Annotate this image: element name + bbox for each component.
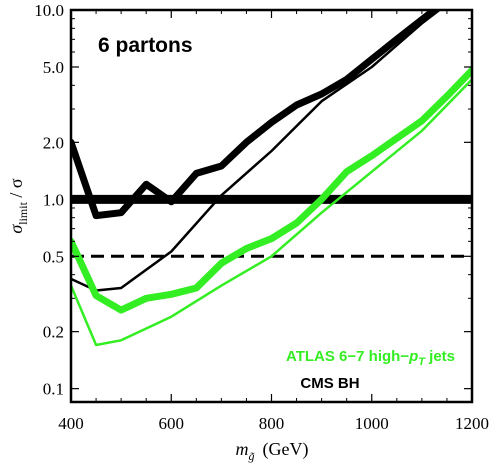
- reference-lines: [71, 194, 472, 258]
- y-axis-symbol: σ: [6, 224, 26, 234]
- x-tick-label: 1200: [455, 414, 489, 433]
- series-group: [71, 10, 472, 347]
- series-line-green-thick: [71, 66, 472, 314]
- y-axis-subscript: limit: [16, 201, 30, 224]
- legend-atlas-sub: T: [418, 356, 426, 368]
- x-axis-subscript: g̃: [249, 449, 255, 463]
- axis-tick-labels: 400 600 800 1000 1200 0.1 0.2 0.5 1.0 2.0 5.0 10.0: [34, 1, 489, 433]
- y-tick-label: 1.0: [43, 190, 64, 209]
- series-line-green-thin: [71, 78, 472, 347]
- x-tick-label: 1000: [355, 414, 389, 433]
- chart-title: 6 partons: [98, 34, 193, 57]
- legend-atlas-math: p: [408, 348, 418, 365]
- y-tick-label: 2.0: [43, 133, 64, 152]
- legend-entry-cms: CMS BH: [300, 375, 359, 392]
- legend-entry-atlas: ATLAS 6−7 high−pT jets: [286, 348, 455, 368]
- x-axis-title: mg̃ (GeV): [236, 439, 309, 463]
- y-tick-label: 10.0: [34, 1, 64, 20]
- y-tick-label: 0.1: [43, 380, 64, 399]
- x-axis-symbol: m: [236, 439, 249, 459]
- y-axis-title: σlimit / σ: [6, 178, 30, 234]
- x-tick-label: 400: [58, 414, 84, 433]
- y-tick-label: 5.0: [43, 58, 64, 77]
- legend-atlas-label: ATLAS 6−7 high−: [286, 348, 409, 365]
- series-line-black-thin: [71, 10, 441, 292]
- x-axis-unit: (GeV): [263, 439, 309, 460]
- y-tick-label: 0.5: [43, 247, 64, 266]
- axis-ticks: [70, 9, 473, 402]
- series-line-black-thick: [71, 10, 438, 220]
- x-tick-label: 800: [259, 414, 285, 433]
- y-tick-label: 0.2: [43, 323, 64, 342]
- legend-atlas-tail: jets: [425, 348, 455, 365]
- y-axis-rest: / σ: [6, 178, 26, 202]
- x-tick-label: 600: [159, 414, 185, 433]
